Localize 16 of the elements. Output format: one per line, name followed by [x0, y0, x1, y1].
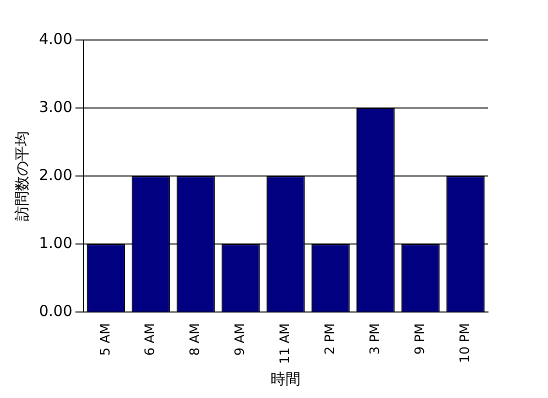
x-tick-label: 11 AM [278, 323, 294, 364]
x-tick-label: 5 AM [98, 323, 114, 356]
x-tick-label: 9 PM [412, 323, 428, 355]
x-tick-label: 9 AM [233, 323, 248, 356]
x-tick-label: 10 PM [458, 323, 473, 363]
x-tick-label: 3 PM [368, 323, 383, 355]
x-axis-title: 時間 [270, 370, 301, 388]
y-axis-title: 訪問数の平均 [12, 131, 31, 222]
x-tick-label: 2 PM [323, 323, 338, 355]
y-tick-label: 0.00 [38, 302, 72, 320]
x-tick-label: 8 AM [188, 323, 204, 356]
y-tick-label: 1.00 [38, 234, 72, 252]
y-tick-label: 2.00 [38, 166, 72, 184]
y-tick-label: 4.00 [38, 30, 72, 48]
x-tick-label: 6 AM [143, 323, 158, 356]
y-tick-label: 3.00 [38, 98, 72, 116]
